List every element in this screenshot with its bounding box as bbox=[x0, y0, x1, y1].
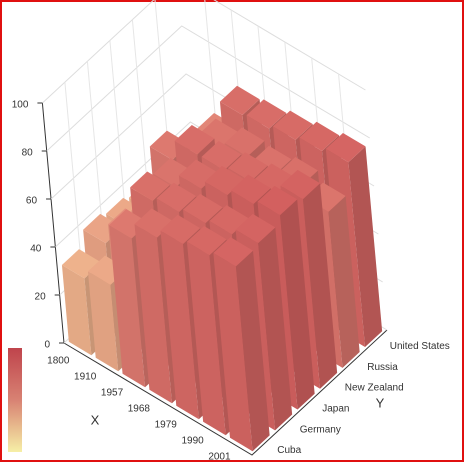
bar-top bbox=[130, 171, 170, 201]
bar-side bbox=[160, 230, 199, 420]
bar-top bbox=[235, 213, 276, 244]
bar-front bbox=[235, 250, 270, 452]
z-tick-label: 20 bbox=[35, 292, 47, 303]
bar-top bbox=[224, 127, 265, 157]
bar bbox=[213, 237, 270, 452]
bar-front bbox=[258, 227, 293, 431]
x-tick-label: 1968 bbox=[128, 404, 151, 415]
bar-front bbox=[302, 183, 338, 389]
bar-top bbox=[186, 225, 227, 256]
y-tick-label: Japan bbox=[322, 404, 349, 415]
bar-side bbox=[186, 241, 226, 436]
z-tick-label: 40 bbox=[30, 244, 42, 255]
bar-top bbox=[183, 193, 223, 224]
y-tick-label: Germany bbox=[300, 424, 341, 435]
visual-map bbox=[8, 348, 22, 452]
bar-side bbox=[109, 224, 146, 388]
z-tick-label: 100 bbox=[12, 100, 29, 111]
z-tick-label: 60 bbox=[26, 196, 38, 207]
y-tick-label: Cuba bbox=[277, 445, 301, 456]
x-tick-label: 1979 bbox=[155, 420, 178, 431]
bar-top bbox=[231, 174, 271, 204]
bar-side bbox=[213, 252, 253, 452]
y-tick-label: Russia bbox=[367, 362, 398, 373]
bar-top bbox=[160, 214, 201, 245]
bar-front bbox=[280, 199, 315, 410]
bar-side bbox=[61, 264, 92, 356]
bar-top bbox=[156, 182, 197, 212]
bar-side bbox=[87, 271, 119, 372]
axis-line bbox=[41, 102, 388, 456]
y-tick-label: United States bbox=[390, 341, 450, 352]
y-tick-label: New Zealand bbox=[345, 383, 404, 394]
bar-top bbox=[246, 99, 287, 129]
x-tick-label: 1800 bbox=[47, 356, 70, 367]
bar-top bbox=[213, 237, 254, 267]
y-axis-name: Y bbox=[376, 395, 385, 410]
bar-top bbox=[325, 132, 366, 163]
bar-top bbox=[174, 125, 215, 155]
bar-front bbox=[328, 196, 360, 368]
bar-top bbox=[251, 145, 292, 176]
bar-top bbox=[228, 152, 268, 182]
bar-top bbox=[257, 185, 298, 216]
z-tick-label: 0 bbox=[44, 340, 50, 351]
bar-top bbox=[273, 110, 313, 140]
z-tick-label: 80 bbox=[22, 148, 34, 159]
x-axis-name: X bbox=[91, 412, 100, 427]
bar-top bbox=[219, 85, 260, 116]
bar-side bbox=[134, 224, 172, 404]
x-tick-label: 1910 bbox=[74, 372, 97, 383]
x-tick-label: 1957 bbox=[101, 388, 124, 399]
x-tick-label: 1990 bbox=[181, 436, 204, 447]
bar-top bbox=[201, 141, 242, 171]
bar-top bbox=[299, 121, 340, 152]
bar-top bbox=[280, 169, 321, 200]
x-tick-label: 2001 bbox=[208, 452, 231, 463]
bar-front bbox=[348, 146, 383, 348]
